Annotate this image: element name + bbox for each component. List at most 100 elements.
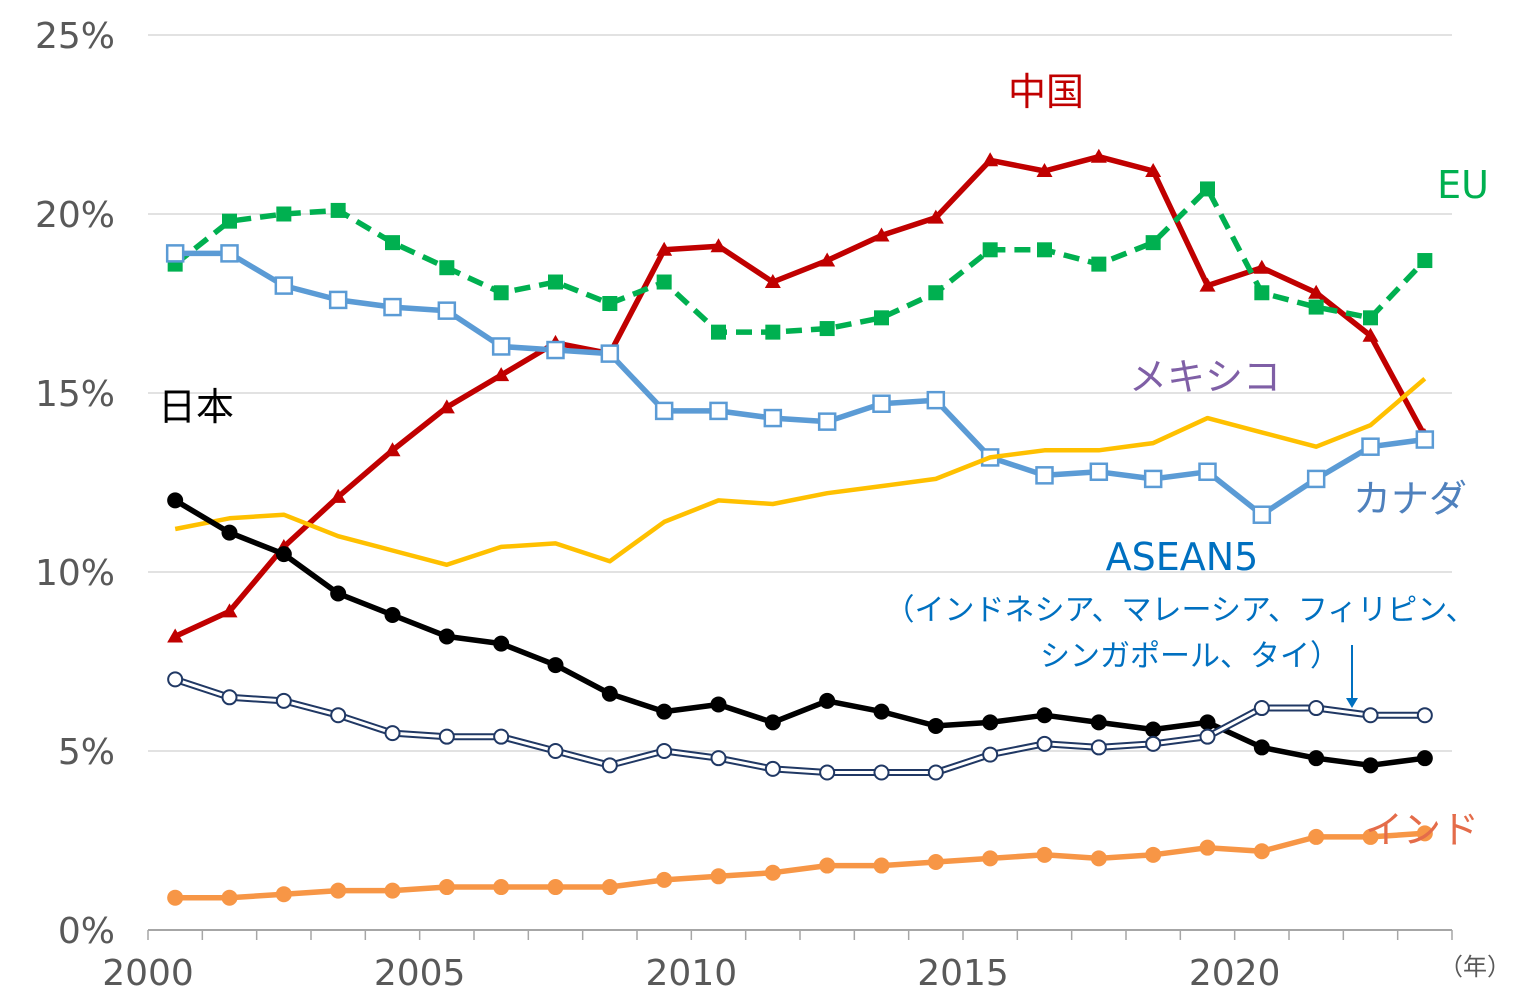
data-point	[928, 285, 944, 301]
series-line-inner	[174, 677, 1425, 774]
data-point	[330, 202, 346, 218]
data-point	[438, 399, 455, 414]
data-point	[1362, 707, 1379, 724]
data-point	[1036, 735, 1053, 752]
data-point	[819, 857, 836, 874]
data-point	[763, 408, 783, 428]
data-point	[384, 882, 401, 899]
series-line	[174, 376, 1427, 568]
data-point	[1090, 148, 1107, 163]
data-point	[1415, 430, 1435, 449]
data-point	[710, 868, 727, 885]
data-point	[764, 760, 781, 777]
data-point	[874, 310, 889, 326]
data-point	[1306, 469, 1326, 489]
data-point	[710, 696, 727, 713]
data-point	[1090, 850, 1107, 867]
gridlines	[148, 34, 1452, 752]
x-tick-label: 2015	[917, 953, 1009, 994]
data-point	[872, 394, 891, 413]
asean-pointer-arrow	[1346, 645, 1358, 708]
data-point	[1145, 235, 1161, 251]
label-asean-note-2: シンガポール、タイ）	[1040, 639, 1340, 674]
data-point	[328, 290, 348, 310]
data-point	[764, 714, 781, 731]
label-mexico: メキシコ	[1129, 355, 1281, 399]
series-4	[167, 492, 1433, 774]
data-point	[1199, 714, 1216, 731]
data-point	[819, 321, 835, 337]
data-point	[711, 324, 726, 340]
y-tick-label: 5%	[58, 732, 115, 773]
data-point	[1308, 700, 1325, 717]
data-point	[221, 603, 238, 618]
y-axis-ticks: 0% 5% 10% 15% 20% 25%	[35, 16, 115, 952]
series-line	[173, 498, 1426, 769]
data-point	[819, 252, 836, 267]
data-point	[547, 657, 564, 674]
data-point	[710, 238, 727, 253]
data-point	[927, 853, 944, 870]
x-tick-label: 2020	[1189, 953, 1281, 994]
data-point	[1036, 707, 1053, 724]
data-point	[1036, 846, 1053, 863]
data-point	[438, 879, 455, 896]
series-6	[167, 825, 1433, 906]
data-point	[547, 743, 564, 759]
data-point	[330, 488, 347, 503]
data-point	[1308, 828, 1325, 845]
data-point	[1090, 739, 1107, 756]
series-2	[165, 244, 1435, 524]
x-tick-label: 2005	[374, 953, 466, 994]
data-point	[384, 725, 401, 742]
label-asean: ASEAN5	[1106, 535, 1259, 579]
data-point	[1199, 839, 1216, 856]
data-point	[709, 401, 728, 421]
x-tick-label: 2000	[102, 953, 194, 994]
data-point	[1362, 327, 1379, 342]
x-tick-label: 2010	[646, 953, 738, 994]
data-point	[493, 635, 510, 652]
data-point	[275, 546, 292, 563]
data-point	[1254, 285, 1270, 301]
data-point	[656, 871, 673, 888]
data-point	[601, 757, 618, 774]
data-point	[601, 685, 618, 702]
data-point	[385, 235, 400, 251]
data-point	[764, 274, 781, 289]
data-point	[1416, 750, 1433, 767]
series-line	[173, 186, 1427, 335]
data-point	[601, 879, 618, 896]
data-point	[927, 717, 944, 734]
data-point	[330, 882, 347, 899]
data-point	[547, 879, 564, 896]
data-point	[873, 703, 890, 720]
data-point	[1253, 259, 1270, 274]
data-point	[873, 764, 890, 781]
data-point	[438, 628, 455, 645]
data-point	[221, 524, 238, 541]
data-point	[1198, 462, 1217, 482]
data-point	[493, 728, 510, 745]
data-point	[982, 850, 999, 867]
data-point	[1417, 253, 1433, 269]
series-line-outer	[174, 676, 1425, 776]
label-eu: EU	[1437, 163, 1489, 207]
data-point	[1361, 437, 1380, 456]
data-point	[1253, 739, 1270, 756]
data-point	[656, 274, 672, 290]
data-point	[982, 746, 999, 763]
y-tick-label: 15%	[35, 374, 115, 415]
data-point	[982, 152, 999, 167]
data-point	[276, 206, 292, 222]
data-point	[600, 344, 620, 363]
data-point	[1199, 277, 1216, 292]
y-tick-label: 0%	[58, 911, 115, 952]
data-point	[1363, 310, 1378, 326]
data-point	[1035, 466, 1054, 485]
data-point	[165, 244, 185, 263]
data-point	[1145, 163, 1162, 178]
data-point	[221, 689, 238, 706]
data-point	[437, 301, 457, 320]
x-axis: 2000 2005 2010 2015 2020	[102, 929, 1453, 994]
